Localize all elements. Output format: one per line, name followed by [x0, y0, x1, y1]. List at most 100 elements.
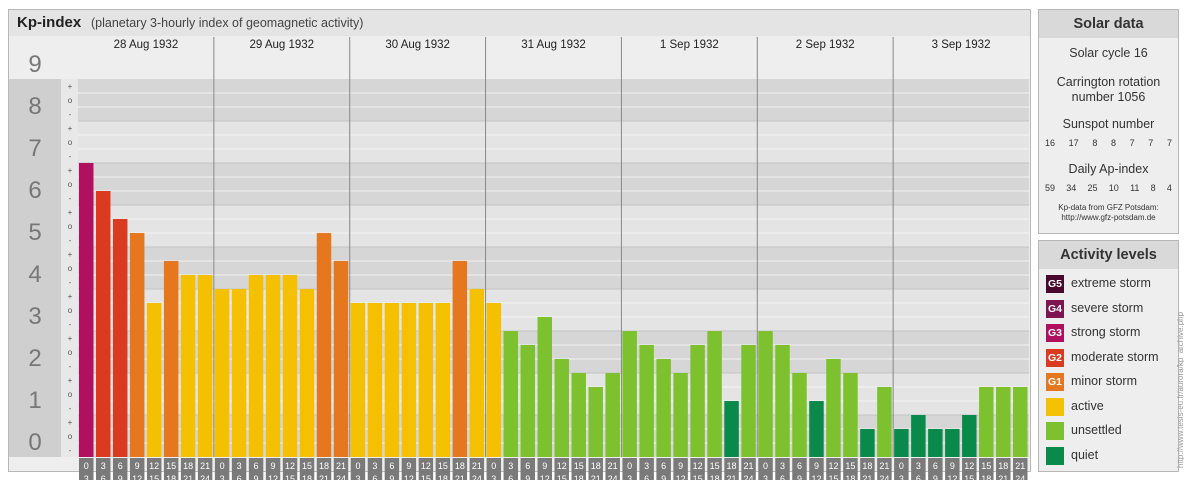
ap-value-1: 34 — [1066, 183, 1077, 193]
hour-start-2-4: 12 — [421, 461, 431, 471]
hour-cell-4-3 — [673, 458, 688, 480]
minor-tick-4-0: - — [69, 278, 72, 287]
ap-value-5: 8 — [1150, 183, 1156, 193]
sunspot-value-0: 16 — [1045, 138, 1056, 148]
hour-start-6-4: 12 — [964, 461, 974, 471]
hour-end-0-0: 3 — [84, 474, 89, 480]
band-7 — [9, 121, 1029, 163]
hour-end-2-7: 24 — [472, 474, 482, 480]
hour-cell-4-4 — [690, 458, 705, 480]
level-label: moderate storm — [1071, 349, 1159, 364]
day-label-0: 28 Aug 1932 — [114, 39, 179, 51]
ap-value-3: 10 — [1108, 183, 1119, 193]
kp-bar-3-2 — [520, 344, 536, 457]
level-swatch — [1046, 397, 1064, 416]
hour-start-2-1: 3 — [372, 461, 377, 471]
hour-start-3-6: 18 — [591, 461, 601, 471]
hour-start-3-4: 12 — [557, 461, 567, 471]
hour-end-1-4: 15 — [285, 474, 295, 480]
hour-end-0-5: 18 — [166, 474, 176, 480]
hour-start-6-7: 21 — [1015, 461, 1025, 471]
level-swatch: G5 — [1046, 275, 1064, 293]
activity-levels-panel: Activity levels G5 extreme storm G4 severe … — [1038, 240, 1179, 472]
hour-start-5-4: 12 — [828, 461, 838, 471]
kp-bar-3-3 — [537, 317, 552, 457]
kp-bar-5-7 — [877, 386, 892, 457]
hour-end-5-7: 24 — [879, 474, 889, 480]
hour-end-4-3: 12 — [676, 474, 686, 480]
kp-bar-2-7 — [469, 289, 485, 457]
hour-cell-0-6 — [180, 458, 196, 480]
kp-bar-2-5 — [435, 302, 451, 457]
level-item-extreme-storm: G5 extreme storm — [1046, 275, 1178, 293]
hour-cell-5-1 — [775, 458, 790, 480]
level-label: extreme storm — [1071, 276, 1151, 290]
hour-end-3-5: 18 — [574, 474, 584, 480]
hour-end-4-6: 21 — [727, 474, 737, 480]
kp-bar-4-2 — [656, 359, 671, 457]
y-axis-column — [9, 79, 61, 457]
ytick-label-0: 0 — [28, 429, 41, 456]
level-label: severe storm — [1071, 300, 1144, 315]
level-label: unsettled — [1071, 423, 1122, 437]
hour-cell-3-0 — [486, 458, 502, 480]
hour-end-5-2: 9 — [797, 474, 802, 480]
hour-end-4-0: 3 — [627, 474, 632, 480]
level-swatch: G4 — [1046, 299, 1064, 318]
hour-start-6-1: 3 — [916, 461, 921, 471]
hour-cell-6-1 — [911, 458, 926, 480]
ytick-label-3: 3 — [28, 303, 41, 330]
solar-data-title: Solar data — [1039, 10, 1178, 38]
hour-end-4-2: 9 — [661, 474, 666, 480]
level-label: active — [1071, 398, 1104, 413]
hour-cell-5-0 — [758, 458, 773, 480]
kp-bar-4-1 — [639, 344, 654, 457]
hour-start-3-1: 3 — [508, 461, 513, 471]
hour-end-6-5: 18 — [981, 474, 991, 480]
minor-tick-0-0: - — [69, 446, 72, 455]
minor-tick-7-1: o — [68, 138, 73, 147]
hour-end-3-4: 15 — [557, 474, 567, 480]
hour-cell-1-5 — [299, 458, 315, 480]
hour-cell-0-1 — [95, 458, 111, 480]
minor-tick-2-2: + — [68, 334, 73, 343]
kp-bar-6-7 — [1013, 386, 1028, 457]
hour-end-0-3: 12 — [132, 474, 142, 480]
hour-cell-1-4 — [282, 458, 298, 480]
hour-cell-4-5 — [707, 458, 722, 480]
ytick-label-7: 7 — [28, 135, 41, 162]
kp-bar-3-1 — [503, 331, 519, 457]
band-3 — [9, 289, 1029, 331]
hour-end-4-4: 15 — [693, 474, 703, 480]
level-item-quiet: quiet — [1046, 446, 1178, 465]
kp-bar-5-0 — [758, 331, 773, 457]
hour-start-0-1: 3 — [101, 461, 106, 471]
minor-tick-3-2: + — [68, 292, 73, 301]
band-1 — [9, 373, 1029, 415]
hour-end-4-5: 18 — [710, 474, 720, 480]
kp-bar-1-6 — [316, 233, 332, 457]
hour-start-2-2: 6 — [389, 461, 394, 471]
hour-end-3-6: 21 — [591, 474, 601, 480]
hour-cell-1-7 — [333, 458, 349, 480]
kp-bar-0-7 — [197, 275, 213, 457]
hour-cell-2-5 — [435, 458, 451, 480]
kp-bar-6-1 — [911, 415, 926, 457]
hour-end-3-1: 6 — [508, 474, 513, 480]
hour-end-5-0: 3 — [763, 474, 768, 480]
kp-bar-0-1 — [95, 191, 111, 457]
sunspot-value-3: 8 — [1110, 138, 1116, 148]
hour-end-5-4: 15 — [828, 474, 838, 480]
minor-tick-6-0: - — [69, 194, 72, 203]
hour-start-5-0: 0 — [763, 461, 768, 471]
ap-value-2: 25 — [1087, 183, 1098, 193]
kp-bar-5-6 — [860, 428, 875, 457]
hour-cell-5-7 — [877, 458, 892, 480]
minor-tick-5-1: o — [68, 222, 73, 231]
band-2 — [9, 331, 1029, 373]
level-swatch: G2 — [1046, 348, 1064, 367]
hour-end-4-1: 6 — [644, 474, 649, 480]
hour-cell-1-2 — [248, 458, 264, 480]
hour-cell-6-5 — [979, 458, 994, 480]
hour-cell-1-6 — [316, 458, 332, 480]
